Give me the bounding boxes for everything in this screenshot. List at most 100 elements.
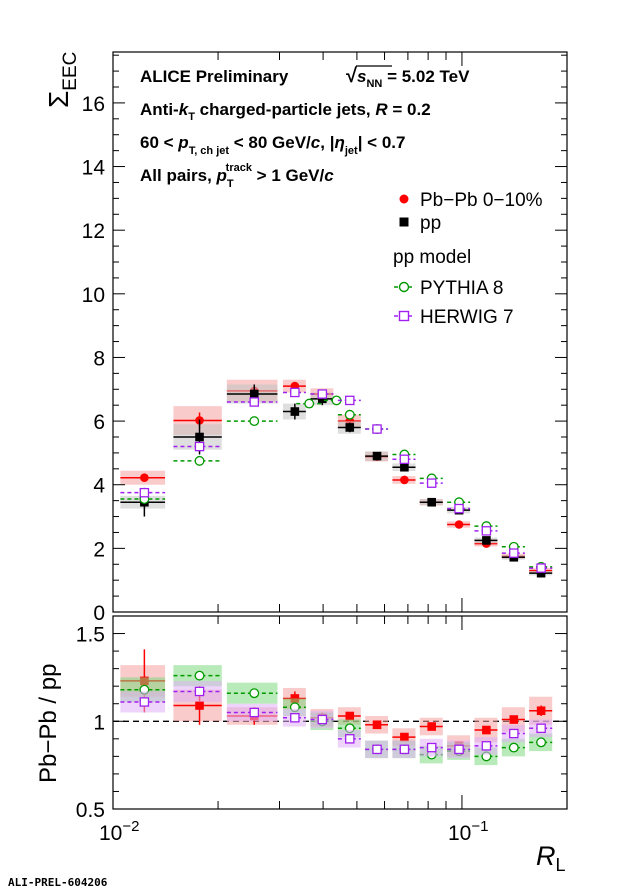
- top-pp-point: [249, 389, 259, 399]
- top-herwig-7-point: [290, 387, 300, 398]
- top-herwig-7-point: [536, 563, 546, 573]
- top-y-tick-label: 8: [93, 347, 105, 370]
- bot-pb-pb-pp-point: [427, 722, 436, 731]
- bot-herwig-7-point: [345, 734, 355, 744]
- top-herwig-7-point: [509, 548, 519, 558]
- top-herwig-7-point: [139, 487, 150, 498]
- bot-pb-pb-pp-point: [195, 701, 204, 710]
- legend-label-pbpb: Pb−Pb 0−10%: [420, 190, 543, 211]
- top-herwig-7-point: [249, 397, 260, 407]
- bottom-y-axis-title: Pb−Pb / pp: [35, 664, 62, 783]
- legend: Pb−Pb 0−10% pp pp model PYTHIA 8 HERWIG …: [393, 190, 543, 328]
- legend-label-pythia: PYTHIA 8: [420, 278, 503, 299]
- bot-pythia-8-point: [508, 742, 519, 753]
- top-herwig-7-point: [317, 389, 328, 399]
- bot-pb-pb-pp-point: [482, 725, 491, 735]
- y-title-sigma: Σ: [43, 91, 74, 108]
- bottom-panel-frame: [112, 615, 568, 810]
- bot-herwig-7-point: [139, 697, 150, 707]
- bot-y-tick-label: 0.5: [76, 799, 105, 822]
- bot-pb-pb-pp-point: [400, 732, 409, 742]
- bot-y-tick-label: 1.5: [76, 624, 105, 647]
- top-herwig-7-point: [194, 441, 205, 452]
- x-axis-title: RL: [536, 841, 566, 875]
- bot-pythia-8-point: [249, 688, 260, 699]
- legend-model-header: pp model: [393, 247, 471, 268]
- top-pp-point: [536, 568, 546, 578]
- top-panel-frame: [112, 51, 568, 613]
- top-herwig-7-point: [481, 526, 492, 536]
- annotation-line-1: ALICE Preliminary: [140, 67, 289, 86]
- bot-herwig-7-point: [426, 742, 437, 753]
- top-y-tick-label: 0: [93, 602, 105, 625]
- legend-marker-pythia: [398, 281, 410, 293]
- top-pythia-8-point: [344, 409, 355, 420]
- legend-marker-herwig: [398, 310, 410, 322]
- bot-herwig-7-point: [372, 744, 382, 755]
- bot-pb-pb-pp-point: [536, 706, 546, 716]
- x-title-sub: L: [556, 855, 566, 875]
- top-y-tick-label: 2: [93, 538, 105, 561]
- x-title-main: R: [536, 841, 556, 871]
- top-y-axis-title: ΣEEC: [43, 52, 81, 108]
- top-pp-point: [482, 536, 491, 545]
- annotation-block: ALICE Preliminary √sNN = 5.02 TeV Anti-k…: [140, 65, 470, 190]
- top-pp-point: [290, 407, 300, 416]
- legend-marker-pp: [399, 217, 409, 227]
- legend-marker-pbpb: [399, 194, 409, 204]
- top-y-tick-label: 14: [82, 157, 106, 180]
- bot-herwig-7-point: [290, 713, 300, 723]
- top-panel-data: [120, 379, 553, 578]
- top-pb-pb-0-10--point: [454, 520, 464, 529]
- top-herwig-7-point: [372, 424, 382, 434]
- annotation-energy: √sNN = 5.02 TeV: [346, 65, 470, 90]
- annotation-line-2: Anti-kT charged-particle jets, R = 0.2: [140, 100, 431, 123]
- top-pp-point: [345, 423, 355, 432]
- top-herwig-7-point: [345, 395, 355, 406]
- top-y-tick-label: 4: [93, 475, 105, 498]
- bot-pb-pb-pp-point: [372, 720, 382, 730]
- top-pp-point: [372, 451, 382, 461]
- bot-herwig-7-point: [481, 741, 492, 751]
- svg-text:ΣEEC: ΣEEC: [43, 52, 81, 108]
- top-y-tick-label: 10: [82, 284, 105, 307]
- top-pythia-8-point: [249, 416, 260, 427]
- top-herwig-7-point: [454, 503, 464, 514]
- legend-label-pp: pp: [420, 213, 441, 234]
- bot-herwig-7-point: [399, 744, 410, 755]
- bot-herwig-7-point: [536, 723, 546, 734]
- top-pythia-8-point: [304, 398, 315, 409]
- top-pp-point: [318, 394, 327, 404]
- top-herwig-7-point: [399, 454, 410, 465]
- annotation-line-4: All pairs, pTtrack > 1 GeV/c: [140, 162, 334, 190]
- bot-herwig-7-point: [509, 728, 519, 739]
- ratio-y-title: Pb−Pb / pp: [35, 664, 62, 783]
- bot-pb-pb-pp-point: [345, 711, 355, 721]
- bot-herwig-7-point: [194, 686, 205, 697]
- top-pp-point: [400, 462, 409, 472]
- y-title-sub: EEC: [60, 52, 81, 91]
- bot-herwig-7-point: [249, 707, 260, 718]
- legend-label-herwig: HERWIG 7: [420, 307, 514, 328]
- top-y-tick-label: 12: [82, 220, 105, 243]
- bot-pb-pb-pp-point: [509, 715, 519, 724]
- x-tick-label: 10−2: [99, 818, 139, 845]
- top-herwig-7-point: [426, 478, 437, 488]
- figure-id-footer: ALI-PREL-604206: [8, 876, 108, 889]
- top-y-tick-label: 6: [93, 411, 105, 434]
- annotation-line-3: 60 < pT, ch jet < 80 GeV/c, |ηjet| < 0.7: [140, 133, 405, 157]
- bot-herwig-7-point: [454, 744, 464, 755]
- axes-ticks: 0 2 4 6 8 10 12 14 16 0.5 1 1.5 10−2 10−1: [76, 52, 568, 845]
- x-tick-label: 10−1: [448, 818, 488, 845]
- top-pythia-8-point: [194, 455, 205, 466]
- bot-herwig-7-point: [317, 714, 328, 725]
- top-pp-point: [195, 432, 204, 442]
- bottom-panel-data: [113, 649, 567, 766]
- bot-y-tick-label: 1: [93, 711, 105, 734]
- top-y-tick-label: 16: [82, 93, 105, 116]
- top-pp-point: [427, 497, 436, 507]
- bot-pythia-8-point: [194, 670, 205, 681]
- top-pb-pb-0-10--point: [140, 473, 149, 483]
- top-pb-pb-0-10--point: [400, 475, 409, 485]
